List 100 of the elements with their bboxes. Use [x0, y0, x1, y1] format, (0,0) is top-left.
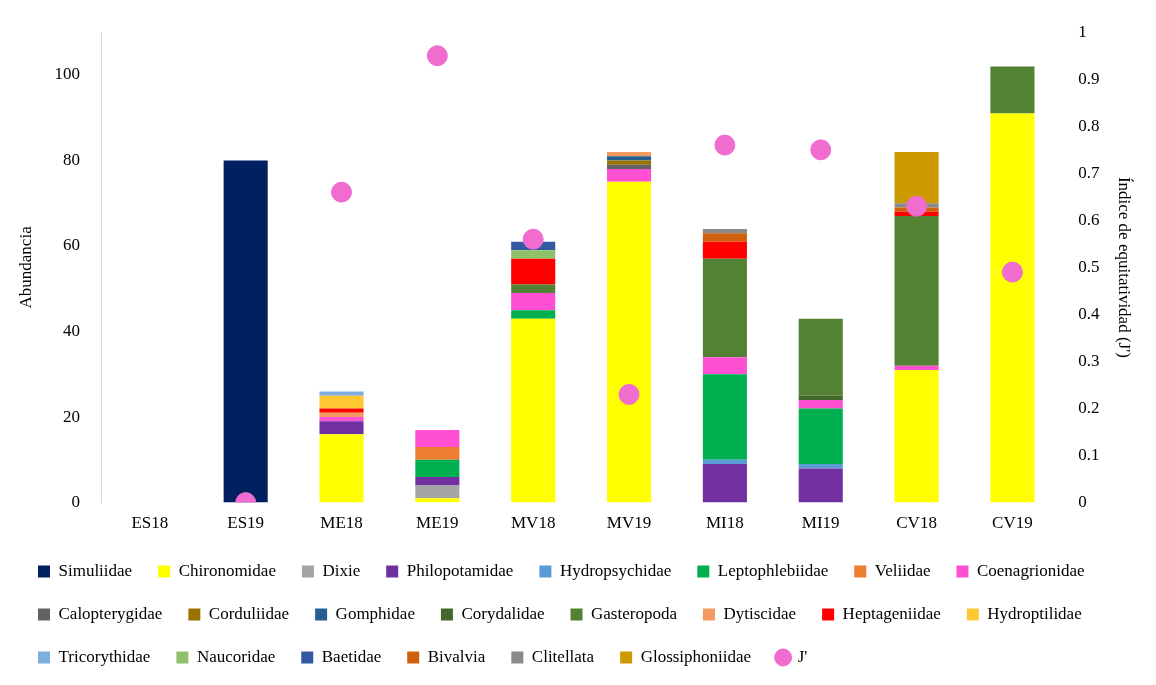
y2-tick-label: 0.3: [1078, 350, 1100, 370]
bar: [319, 417, 364, 422]
y-tick-label: 80: [62, 149, 80, 169]
x-tick-label: MI19: [801, 513, 840, 533]
bar: [702, 374, 747, 460]
y-tick-label: 100: [54, 64, 80, 84]
legend-label: Tricorythidae: [58, 646, 151, 666]
bar: [319, 391, 364, 396]
legend-label: Heptageniidae: [842, 603, 941, 623]
legend-label: Philopotamidae: [406, 560, 514, 580]
bar: [415, 485, 460, 499]
y2-tick-label: 0.2: [1078, 397, 1100, 417]
y2-tick-label: 0.1: [1078, 445, 1100, 465]
point: [714, 134, 736, 156]
y-axis-title: Abundancia: [15, 225, 35, 309]
point: [618, 383, 640, 405]
legend-label: Hydroptilidae: [987, 603, 1082, 623]
legend-label: Corydalidae: [461, 603, 545, 623]
x-tick-label: MI18: [706, 513, 744, 533]
bar: [798, 408, 843, 465]
bar: [415, 476, 460, 486]
bar: [511, 318, 556, 503]
bar: [511, 250, 556, 259]
bar: [702, 357, 747, 375]
legend-label: Glossiphoniidae: [640, 646, 752, 666]
point: [810, 139, 832, 161]
bar: [607, 151, 652, 157]
y-tick-label: 0: [71, 492, 80, 512]
bar: [798, 468, 843, 503]
bar: [319, 408, 364, 413]
legend-label: Veliidae: [874, 560, 931, 580]
x-tick-label: MV18: [511, 513, 556, 533]
y2-tick-label: 0.5: [1078, 256, 1100, 276]
x-tick-label: ES18: [131, 513, 169, 533]
bar: [511, 310, 556, 319]
bar: [894, 365, 939, 371]
bar: [798, 395, 843, 400]
bar: [319, 395, 364, 409]
point: [522, 228, 544, 250]
bar: [798, 318, 843, 396]
point: [906, 195, 928, 217]
bar: [319, 434, 364, 503]
bar: [990, 66, 1035, 114]
y2-tick-label: 0: [1078, 492, 1087, 512]
y2-tick-label: 0.7: [1078, 162, 1101, 182]
bar: [511, 293, 556, 311]
legend-label: Coenagrionidae: [976, 560, 1085, 580]
bar: [798, 464, 843, 469]
bar: [894, 216, 939, 366]
legend-label: Dytiscidae: [723, 603, 797, 623]
bar: [607, 164, 652, 170]
bar: [702, 459, 747, 465]
bar: [702, 258, 747, 358]
bar: [990, 113, 1035, 503]
point: [331, 181, 353, 203]
legend-label: J': [797, 646, 808, 666]
x-tick-label: MV19: [606, 513, 652, 533]
x-tick-label: ME19: [416, 513, 459, 533]
legend-label: Naucoridae: [196, 646, 276, 666]
legend-label: Leptophlebiidae: [717, 560, 829, 580]
point: [426, 45, 448, 67]
y2-axis-title: Índice de equitatividad (J'): [1115, 176, 1135, 358]
point: [1001, 261, 1023, 283]
y2-tick-label: 0.6: [1078, 209, 1100, 229]
y-tick-label: 40: [62, 321, 80, 341]
bar: [607, 156, 652, 161]
bar: [702, 233, 747, 242]
bar: [511, 284, 556, 294]
y2-tick-label: 1: [1078, 21, 1087, 41]
bar: [702, 464, 747, 503]
legend-label: Simuliidae: [58, 560, 133, 580]
x-tick-label: ES19: [227, 513, 265, 533]
legend-label: Baetidae: [321, 646, 382, 666]
bar: [511, 258, 556, 285]
legend-label: Gomphidae: [335, 603, 415, 623]
x-tick-label: CV19: [992, 513, 1033, 533]
legend-label: Corduliidae: [208, 603, 290, 623]
bar: [415, 429, 460, 448]
y-tick-label: 20: [62, 406, 80, 426]
legend-label: Hydropsychidae: [559, 560, 672, 580]
legend-label: Bivalvia: [427, 646, 486, 666]
y2-tick-label: 0.9: [1078, 68, 1100, 88]
x-tick-label: ME18: [320, 513, 363, 533]
bar: [607, 169, 652, 182]
legend-label: Dixie: [322, 560, 361, 580]
bar: [415, 498, 460, 503]
y2-tick-label: 0.8: [1078, 115, 1100, 135]
legend-label: Gasteropoda: [591, 603, 678, 623]
legend-label: Chironomidae: [178, 560, 276, 580]
y-tick-label: 60: [62, 235, 80, 255]
bar: [415, 459, 460, 477]
bar: [894, 370, 939, 503]
bar: [319, 412, 364, 418]
legend-label: Calopterygidae: [58, 603, 163, 623]
bar: [319, 421, 364, 435]
legend-label: Clitellata: [531, 646, 595, 666]
bar: [798, 399, 843, 409]
x-tick-label: CV18: [896, 513, 937, 533]
bar: [702, 228, 747, 234]
y2-tick-label: 0.4: [1078, 303, 1101, 323]
